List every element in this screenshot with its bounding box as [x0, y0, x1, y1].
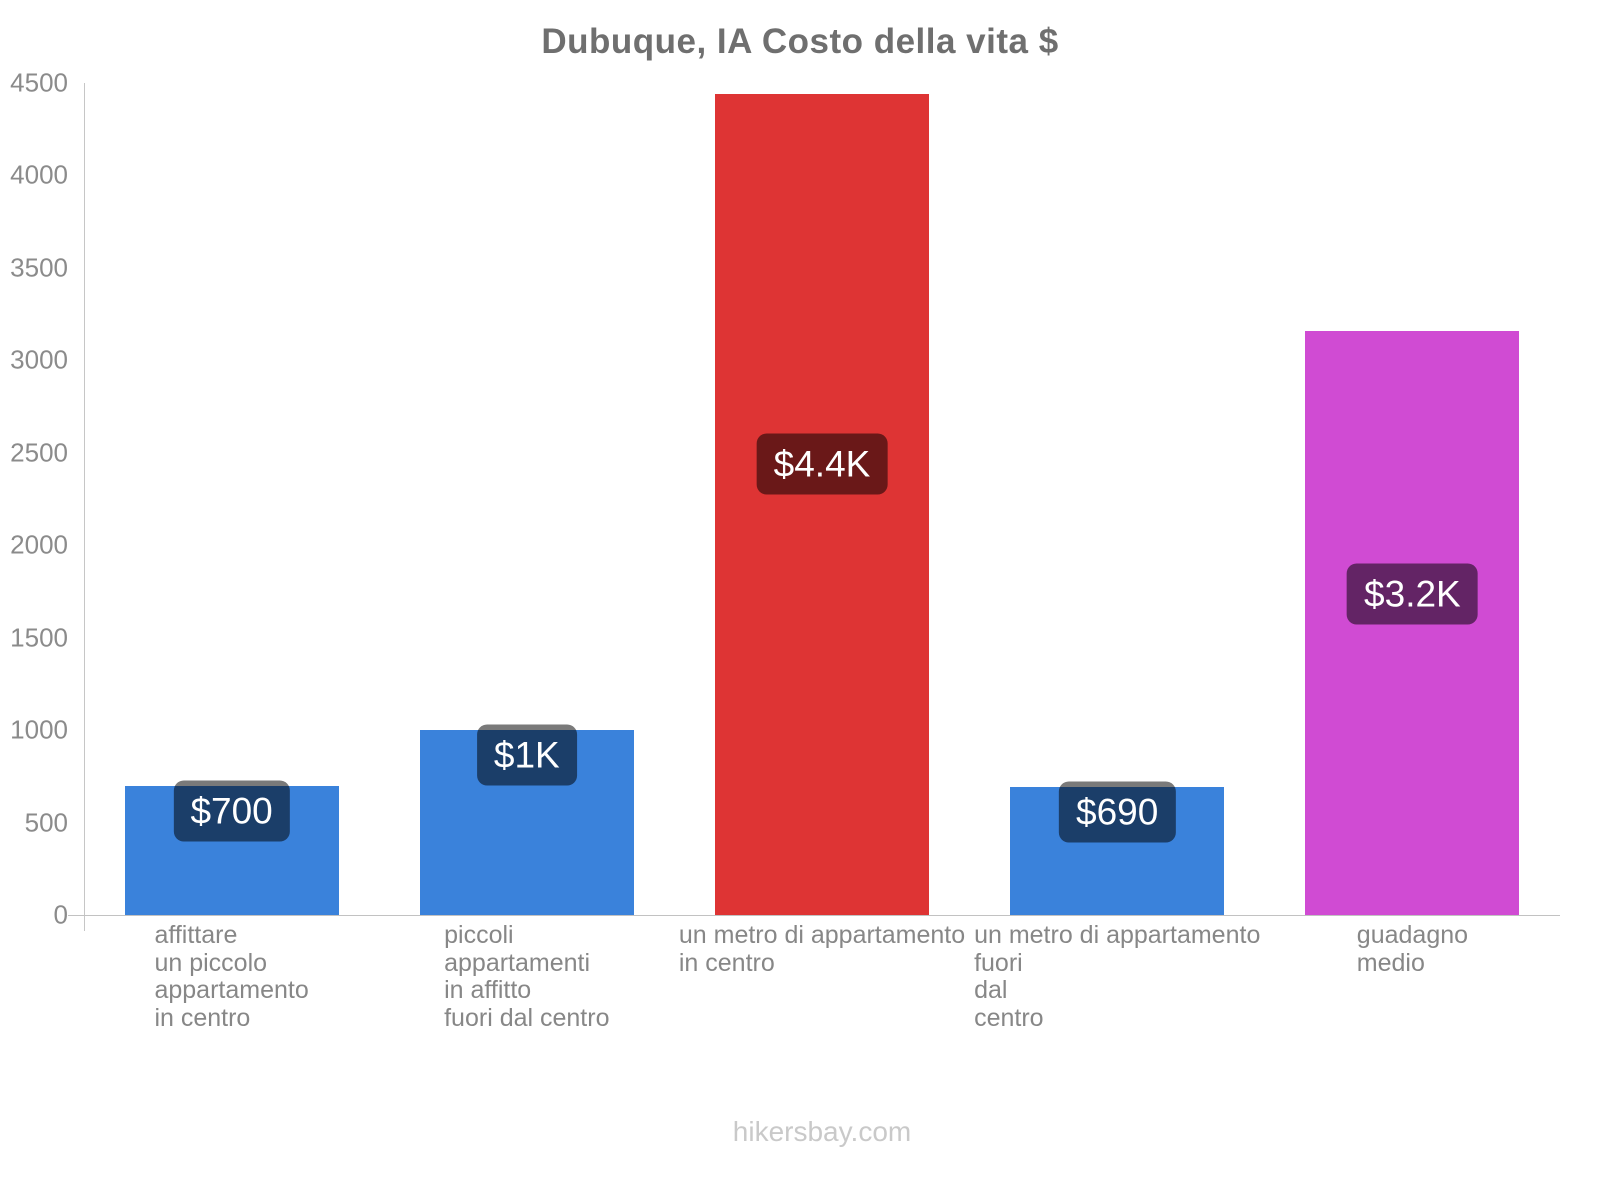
x-category-slot-4: un metro di appartamento fuori dal centr…	[970, 921, 1265, 1032]
x-category-slot-2: piccoli appartamenti in affitto fuori da…	[379, 921, 674, 1032]
y-tick-label: 3000	[10, 344, 68, 375]
value-label: $4.4K	[756, 433, 888, 494]
bar-3	[715, 94, 929, 915]
x-category-slot-1: affittare un piccolo appartamento in cen…	[84, 921, 379, 1032]
value-label: $3.2K	[1347, 563, 1478, 625]
x-category-label: un metro di appartamento in centro	[678, 921, 966, 977]
chart-title: Dubuque, IA Costo della vita $	[541, 22, 1059, 61]
y-tick-label: 3500	[10, 252, 68, 283]
y-tick-label: 4000	[10, 159, 68, 190]
x-category-slot-5: guadagno medio	[1265, 921, 1560, 1032]
x-axis-labels: affittare un piccolo appartamento in cen…	[84, 921, 1560, 1032]
x-category-label: un metro di appartamento fuori dal centr…	[974, 921, 1261, 1032]
value-label: $1K	[476, 724, 577, 786]
x-category-slot-3: un metro di appartamento in centro	[674, 921, 969, 1032]
value-label: $700	[173, 780, 290, 842]
x-category-label: affittare un piccolo appartamento in cen…	[154, 921, 309, 1032]
y-tick-label: 1000	[10, 714, 68, 745]
x-category-label: guadagno medio	[1356, 921, 1469, 977]
watermark-text: hikersbay.com	[732, 1116, 912, 1147]
y-tick-label: 1500	[10, 622, 68, 653]
y-tick-label: 0	[53, 899, 68, 930]
value-label: $690	[1059, 781, 1176, 843]
y-tick-label: 2000	[10, 529, 68, 560]
y-tick-label: 4500	[10, 67, 68, 98]
y-tick-label: 2500	[10, 437, 68, 468]
x-category-label: piccoli appartamenti in affitto fuori da…	[444, 921, 610, 1032]
y-tick-label: 500	[24, 807, 68, 838]
x-axis-line	[68, 915, 1560, 916]
plot-area: 0 500 1000 1500 2000 2500 3000 3500 4000 4500 $70…	[10, 68, 1560, 931]
y-axis-line	[84, 83, 85, 931]
